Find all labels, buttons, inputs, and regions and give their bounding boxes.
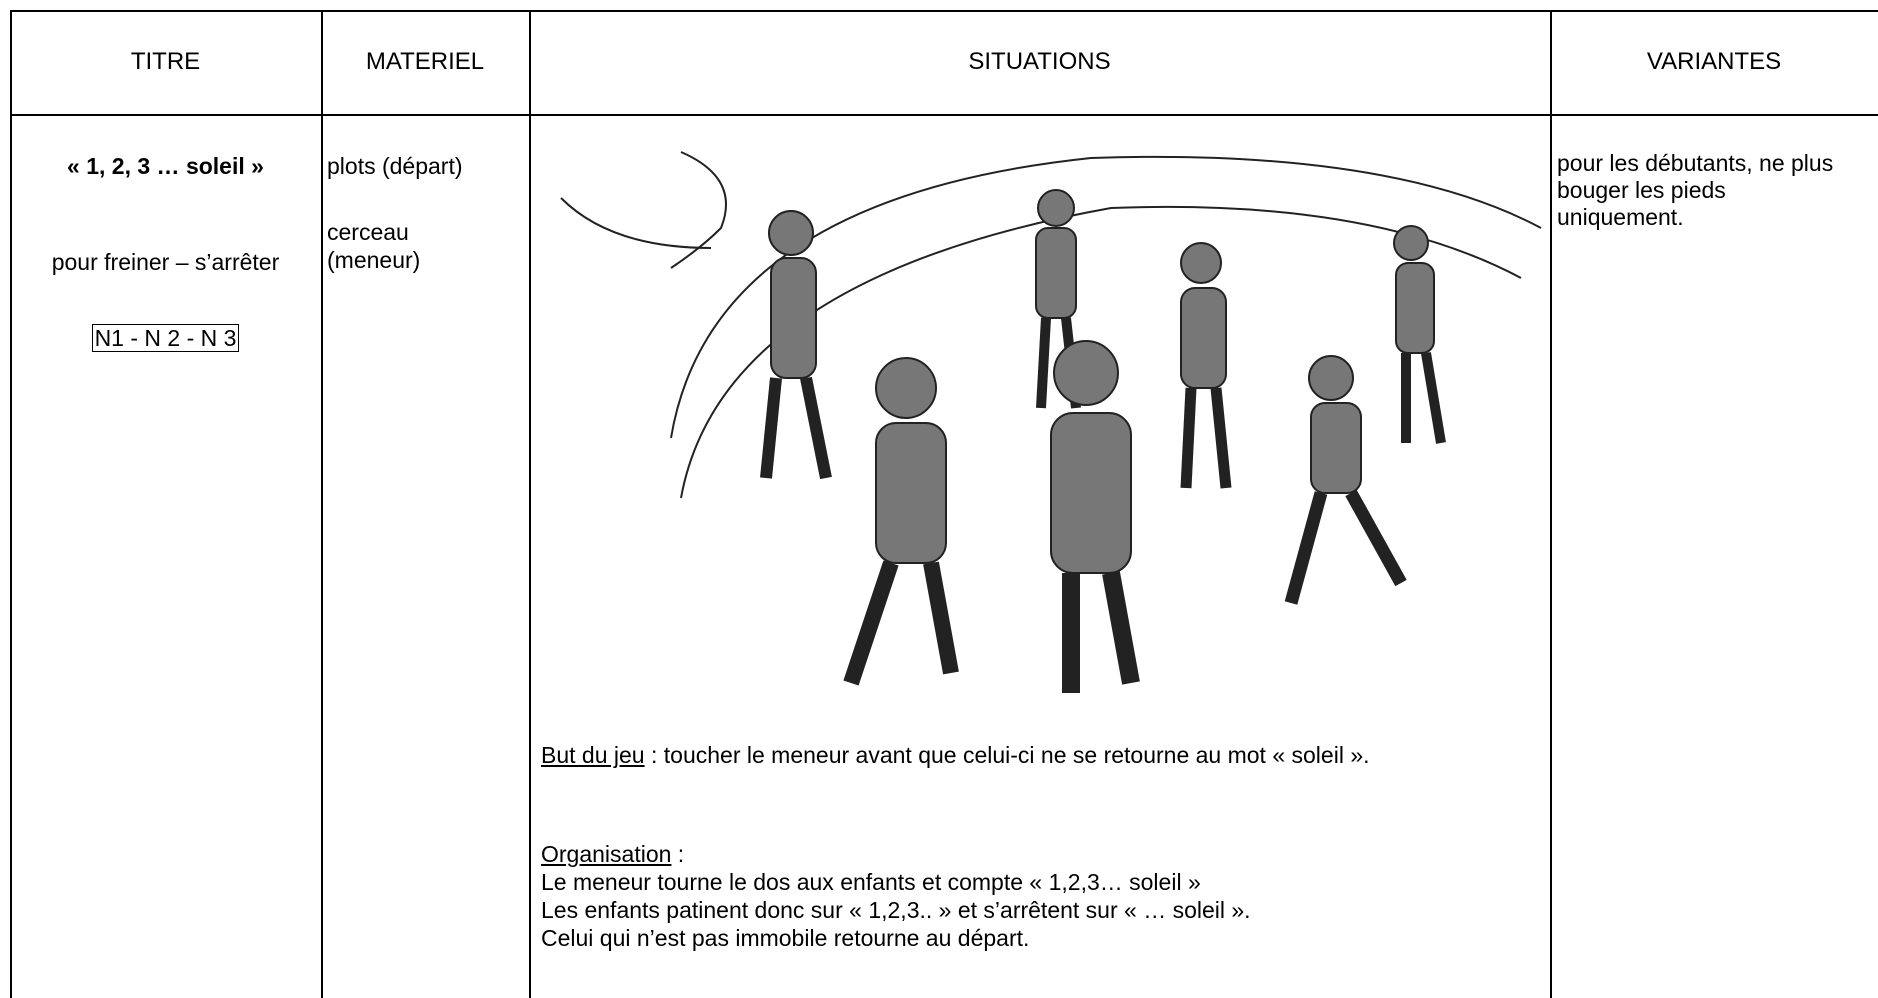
organisation-line: Les enfants patinent donc sur « 1,2,3.. … bbox=[541, 897, 1251, 923]
header-cell: MATERIEL bbox=[365, 48, 485, 75]
header-cell: TITRE bbox=[130, 48, 201, 75]
organisation-label: Organisation bbox=[541, 841, 672, 867]
goal-label: But du jeu bbox=[541, 742, 645, 768]
goal-text: : toucher le meneur avant que celui-ci n… bbox=[644, 742, 1370, 768]
levels-box-wrap: N1 - N 2 - N 3 bbox=[10, 324, 321, 352]
rink-wall bbox=[670, 155, 1542, 439]
organisation-sep: : bbox=[671, 841, 685, 867]
game-purpose: pour freiner – s’arrêter bbox=[51, 249, 280, 275]
organisation-line: Le meneur tourne le dos aux enfants et c… bbox=[541, 869, 1201, 895]
game-title: « 1, 2, 3 … soleil » bbox=[67, 153, 264, 179]
speech-bubble bbox=[560, 151, 727, 269]
skaters bbox=[760, 189, 1446, 693]
table-border bbox=[1550, 10, 1552, 998]
organisation: Organisation : Le meneur tourne le dos a… bbox=[541, 840, 1541, 952]
table-border bbox=[529, 10, 531, 998]
goal: But du jeu : toucher le meneur avant que… bbox=[541, 741, 1541, 769]
table-border bbox=[10, 10, 12, 998]
variant: pour les débutants, ne plus bouger les p… bbox=[1557, 150, 1834, 230]
material: plots (départ) bbox=[327, 153, 463, 179]
table-border bbox=[10, 114, 1878, 116]
header-cell: VARIANTES bbox=[1646, 48, 1782, 75]
table-border bbox=[321, 10, 323, 998]
illustration bbox=[560, 151, 1542, 693]
organisation-line: Celui qui n’est pas immobile retourne au… bbox=[541, 925, 1030, 951]
table-border bbox=[10, 10, 1878, 12]
material: cerceau (meneur) bbox=[327, 219, 421, 273]
header-cell: SITUATIONS bbox=[968, 48, 1111, 75]
levels: N1 - N 2 - N 3 bbox=[91, 324, 240, 352]
